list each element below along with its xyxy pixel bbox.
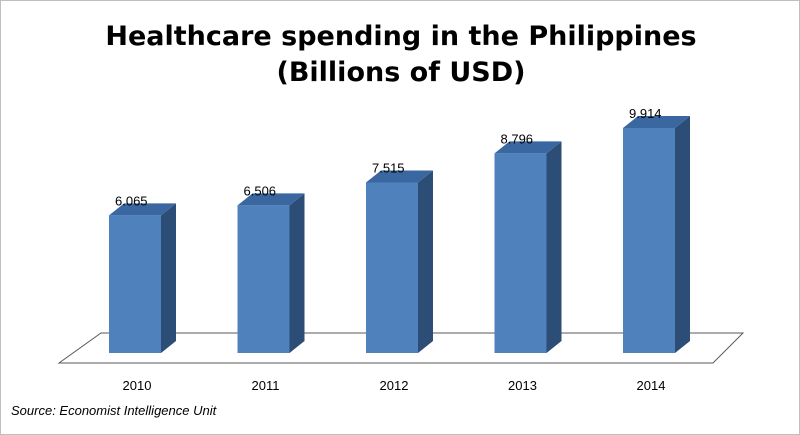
x-tick-label: 2011 [252,378,280,393]
bar-front [494,153,547,353]
bar-front [109,215,161,353]
x-tick-label: 2010 [123,378,152,393]
bar-side [546,141,562,353]
bar-front [237,205,290,353]
chart-title: Healthcare spending in the Philippines (… [105,21,697,88]
bar-side [289,193,305,353]
x-tick-label: 2012 [380,378,409,393]
bar-front [623,128,675,353]
bar-side [675,116,690,353]
bar-top [237,193,305,206]
x-tick-label: 2013 [508,378,537,393]
data-label: 8.796 [501,131,534,146]
data-label: 6.065 [115,193,148,208]
bar-side [418,170,433,353]
source-note: Source: Economist Intelligence Unit [11,403,217,418]
bar-top [494,141,562,154]
bar-top [623,116,690,128]
bar-front [366,182,418,353]
bar [109,203,176,353]
data-label: 6.506 [244,183,277,198]
bar [494,141,562,353]
bar-side [161,203,176,353]
data-label: 7.515 [372,160,405,175]
data-label: 9.914 [629,106,662,121]
bar [237,193,305,353]
x-tick-label: 2014 [637,378,666,393]
bar-top [366,170,433,183]
bar-top [109,203,176,216]
bar [623,116,690,353]
bar [366,170,433,353]
